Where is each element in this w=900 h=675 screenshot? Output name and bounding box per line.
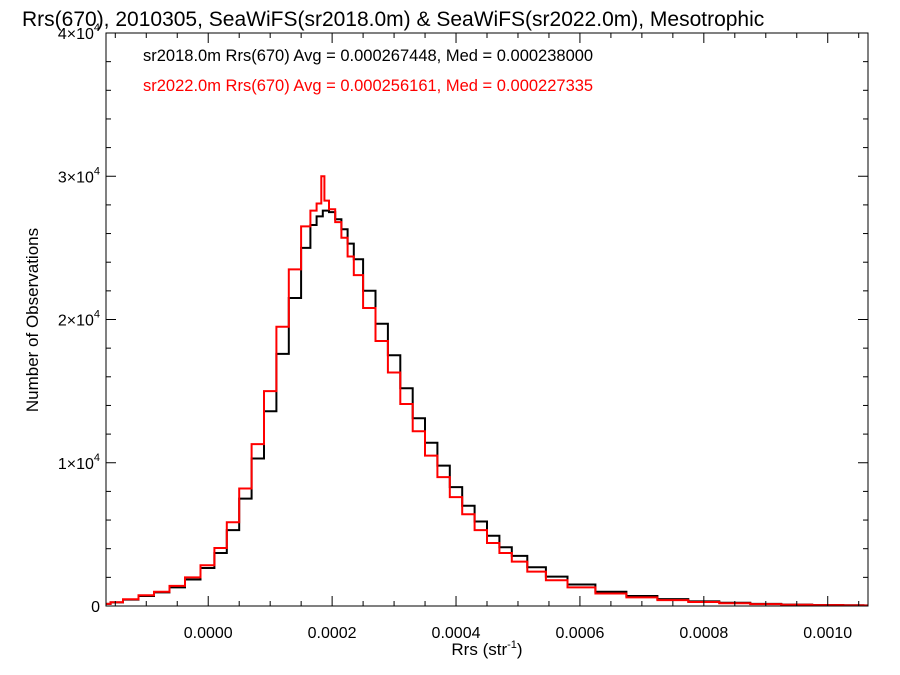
x-axis-label: Rrs (str-1) [451, 639, 522, 659]
x-axis-label-superscript: -1 [507, 639, 517, 651]
series-line-0 [106, 209, 868, 607]
chart-title: Rrs(670), 2010305, SeaWiFS(sr2018.0m) & … [22, 8, 764, 31]
x-axis-label-main: Rrs (str [451, 640, 507, 659]
y-tick-label: 2×104 [58, 309, 100, 330]
y-axis-ticks: 0 1×104 2×104 3×104 4×104 [58, 22, 868, 616]
x-tick-label: 0.0002 [308, 625, 357, 642]
legend-entry-sr2018: sr2018.0m Rrs(670) Avg = 0.000267448, Me… [143, 47, 593, 65]
x-tick-label: 0.0000 [184, 625, 233, 642]
plot-frame [105, 32, 869, 607]
x-axis-ticks: 0.0000 0.0002 0.0004 0.0006 0.0008 0.0010 [114, 33, 860, 642]
series-layer [106, 175, 868, 607]
y-tick-label: 1×104 [58, 452, 100, 473]
x-axis-label-end: ) [517, 640, 523, 659]
x-tick-label: 0.0008 [679, 625, 728, 642]
x-tick-label: 0.0010 [803, 625, 852, 642]
y-tick-label: 3×104 [58, 165, 100, 186]
series-line-1 [106, 175, 868, 607]
x-tick-label: 0.0006 [555, 625, 604, 642]
y-tick-label: 0 [91, 599, 100, 616]
y-axis-label: Number of Observations [23, 228, 42, 412]
legend-entry-sr2022: sr2022.0m Rrs(670) Avg = 0.000256161, Me… [143, 77, 593, 95]
x-tick-label: 0.0004 [432, 625, 481, 642]
y-tick-label: 4×104 [58, 22, 100, 43]
